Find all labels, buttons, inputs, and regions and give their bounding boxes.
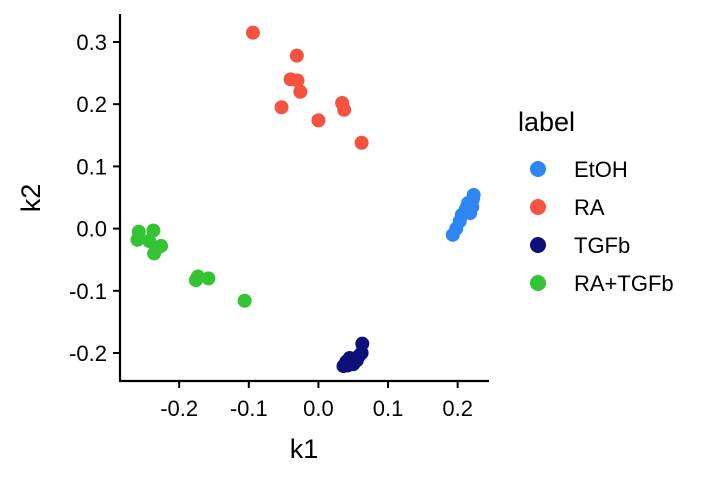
- y-tick-label: 0.1: [76, 154, 107, 179]
- data-point: [340, 358, 355, 373]
- points-layer: [130, 25, 481, 374]
- data-point: [154, 239, 169, 254]
- data-point: [293, 84, 308, 99]
- data-point: [355, 336, 370, 351]
- data-point: [337, 102, 352, 117]
- x-tick-label: 0.2: [442, 396, 473, 421]
- x-ticks: -0.2 -0.1 0.0 0.1 0.2: [160, 381, 473, 421]
- data-point: [466, 188, 481, 203]
- legend-label: RA+TGFb: [574, 271, 674, 296]
- y-tick-label: -0.1: [69, 279, 107, 304]
- series-etoh: [445, 188, 481, 242]
- legend-key: [530, 199, 546, 215]
- data-point: [146, 223, 161, 238]
- legend-title: label: [518, 107, 575, 137]
- data-point: [289, 48, 304, 63]
- legend-label: RA: [574, 195, 605, 220]
- x-tick-label: 0.1: [373, 396, 404, 421]
- data-point: [290, 73, 305, 88]
- data-point: [201, 271, 216, 286]
- y-ticks: -0.2 -0.1 0.0 0.1 0.2 0.3: [69, 30, 120, 366]
- x-tick-label: -0.2: [160, 396, 198, 421]
- legend-key: [530, 161, 546, 177]
- legend-label: EtOH: [574, 157, 628, 182]
- axes: -0.2 -0.1 0.0 0.1 0.2 -0.2 -0.1 0.0 0.1 0.2 0.3: [69, 14, 489, 421]
- data-point: [190, 269, 205, 284]
- legend: label EtOH RA TGFb RA+TGFb: [518, 107, 674, 296]
- y-tick-label: 0.2: [76, 92, 107, 117]
- x-tick-label: 0.0: [303, 396, 334, 421]
- data-point: [237, 293, 252, 308]
- x-tick-label: -0.1: [230, 396, 268, 421]
- legend-key: [530, 237, 546, 253]
- series-ra-tgfb: [130, 223, 252, 308]
- y-tick-label: -0.2: [69, 341, 107, 366]
- series-tgfb: [336, 336, 370, 374]
- data-point: [274, 100, 289, 115]
- data-point: [131, 224, 146, 239]
- legend-label: TGFb: [574, 233, 630, 258]
- legend-items: EtOH RA TGFb RA+TGFb: [530, 157, 674, 296]
- y-tick-label: 0.3: [76, 30, 107, 55]
- legend-key: [530, 275, 546, 291]
- data-point: [245, 25, 260, 40]
- y-tick-label: 0.0: [76, 217, 107, 242]
- series-ra: [245, 25, 369, 150]
- x-axis-title: k1: [290, 434, 319, 464]
- data-point: [354, 135, 369, 150]
- y-axis-title: k2: [16, 184, 46, 213]
- data-point: [311, 113, 326, 128]
